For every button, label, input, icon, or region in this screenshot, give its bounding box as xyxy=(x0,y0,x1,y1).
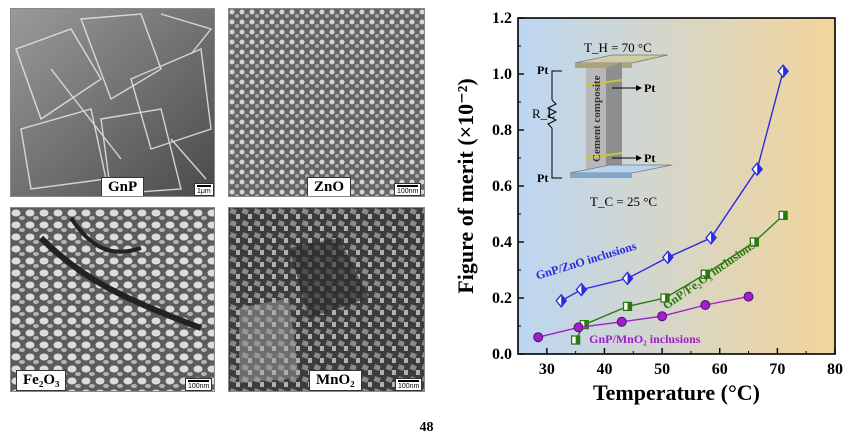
data-point-fill xyxy=(783,211,788,220)
micrograph-label: ZnO xyxy=(307,177,352,196)
inset-pt-label: Pt xyxy=(537,171,548,185)
data-point-fill xyxy=(757,163,763,176)
scale-bar: 100nm xyxy=(394,183,422,196)
x-axis-label: Temperature (°C) xyxy=(593,380,760,405)
inset-rl-label: R_L xyxy=(532,106,555,121)
data-point-fill xyxy=(711,231,717,244)
x-tick-label: 40 xyxy=(596,361,612,378)
micrograph-fe2o3: Fe₂O₃ 100nm xyxy=(10,207,215,392)
zno-texture xyxy=(229,9,424,196)
data-point-fill xyxy=(575,336,580,344)
y-tick-label: 0.2 xyxy=(492,290,512,307)
data-point-fill xyxy=(667,251,673,264)
figure-of-merit-chart: 30 40 50 60 70 80 0.0 0.2 0.4 0.6 0.8 1.0 1.2 Tempera… xyxy=(453,10,843,405)
x-tick-label: 50 xyxy=(654,361,670,378)
mno2-texture xyxy=(229,208,424,391)
inset-pt-label: Pt xyxy=(537,63,548,77)
micrograph-gnp: GnP 1μm xyxy=(10,8,215,197)
data-point xyxy=(573,322,584,333)
page-number: 48 xyxy=(419,420,434,435)
thermoelectric-inset: T_H = 70 °C T_C = 25 °C R_L Pt Pt Pt Pt … xyxy=(532,40,673,209)
data-point xyxy=(743,291,754,302)
y-tick-label: 0.6 xyxy=(492,178,512,195)
scale-bar: 1μm xyxy=(194,183,214,196)
data-point-fill xyxy=(561,294,567,307)
data-point-fill xyxy=(754,238,759,246)
inset-tc-label: T_C = 25 °C xyxy=(590,194,657,209)
inset-th-label: T_H = 70 °C xyxy=(584,40,652,55)
micrograph-zno: ZnO 100nm xyxy=(228,8,425,197)
scale-bar: 100nm xyxy=(185,378,213,391)
y-tick-label: 1.0 xyxy=(492,66,512,83)
data-point-fill xyxy=(584,320,589,329)
data-point xyxy=(657,311,668,322)
y-tick-label: 0.0 xyxy=(492,346,512,363)
data-point xyxy=(616,316,627,327)
micrograph-mno2: MnO₂ 100nm xyxy=(228,207,425,392)
fe2o3-texture xyxy=(11,208,214,391)
y-tick-label: 1.2 xyxy=(492,10,512,27)
x-tick-label: 70 xyxy=(769,361,785,378)
x-tick-label: 60 xyxy=(712,361,728,378)
scale-bar: 100nm xyxy=(395,378,423,391)
y-axis-label: Figure of merit (×10⁻²) xyxy=(453,78,478,293)
inset-pt-label: Pt xyxy=(644,81,655,95)
x-tick-label: 80 xyxy=(827,361,843,378)
series-label: GnP/MnO₂ inclusions xyxy=(589,332,701,346)
gnp-texture xyxy=(11,9,214,196)
micrograph-label: GnP xyxy=(101,177,145,196)
inset-composite-label: Cement composite xyxy=(591,75,603,162)
micrograph-label: Fe₂O₃ xyxy=(16,370,67,391)
data-point-fill xyxy=(581,283,587,296)
data-point-fill xyxy=(705,270,710,279)
data-point xyxy=(533,332,544,343)
data-point-fill xyxy=(664,294,669,302)
y-tick-label: 0.4 xyxy=(492,234,512,251)
data-point-fill xyxy=(627,272,633,285)
data-point xyxy=(700,300,711,310)
data-point-fill xyxy=(627,302,632,311)
x-tick-label: 30 xyxy=(539,361,555,378)
micrograph-label: MnO₂ xyxy=(309,370,362,391)
y-tick-label: 0.8 xyxy=(492,122,512,139)
data-point-fill xyxy=(783,65,789,78)
inset-pt-label: Pt xyxy=(644,151,655,165)
series-line xyxy=(538,295,749,338)
